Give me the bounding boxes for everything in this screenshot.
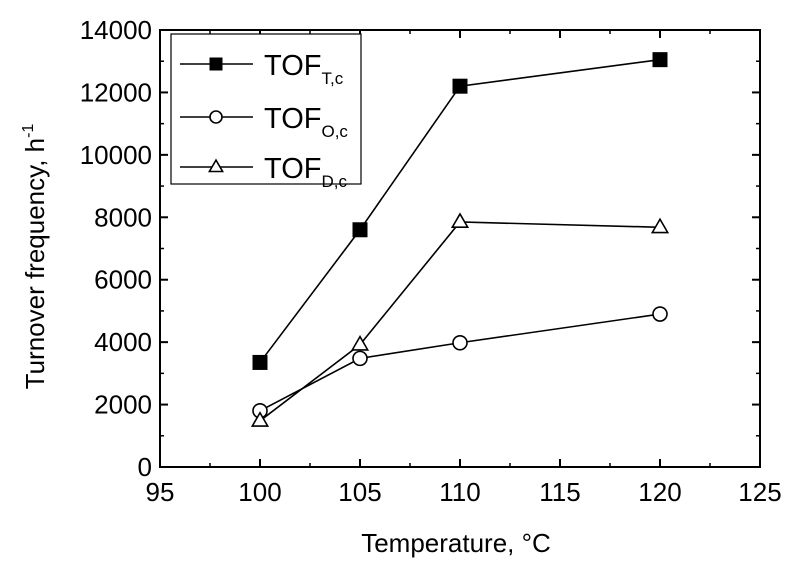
legend-marker <box>209 57 223 71</box>
legend-label: TOFD,c <box>264 153 347 191</box>
y-tick-label: 8000 <box>94 202 152 232</box>
data-point <box>450 212 470 229</box>
x-axis-title: Temperature, °C <box>361 528 551 558</box>
series-line-o-c <box>259 313 661 412</box>
x-tick-label: 100 <box>238 477 281 507</box>
y-axis-title-main: Turnover frequency, h <box>20 138 50 389</box>
y-tick-label: 6000 <box>94 265 152 295</box>
y-tick-label: 2000 <box>94 390 152 420</box>
x-tick-label: 115 <box>539 477 580 507</box>
legend-label-main: TOF <box>264 103 321 135</box>
legend-box <box>170 33 362 185</box>
x-tick-label: 110 <box>439 477 480 507</box>
legend-label: TOFO,c <box>264 103 348 141</box>
legend-label-main: TOF <box>264 50 321 82</box>
data-point <box>350 334 370 351</box>
data-point <box>252 354 268 370</box>
x-tick-label: 120 <box>638 477 681 507</box>
y-tick-label: 0 <box>138 452 152 482</box>
y-tick-label: 14000 <box>80 15 152 45</box>
series-line-t-c <box>259 58 661 363</box>
x-tick-label: 105 <box>338 477 381 507</box>
data-point <box>250 411 270 427</box>
legend-label-subscript: O,c <box>321 122 348 141</box>
legend-label-subscript: D,c <box>321 172 347 191</box>
x-tick-label: 95 <box>146 477 175 507</box>
data-point <box>452 334 468 351</box>
y-axis-title: Turnover frequency, h-1 <box>20 124 50 390</box>
series-line-d-c <box>259 221 661 422</box>
y-tick-label: 10000 <box>80 140 152 170</box>
data-point <box>352 350 368 367</box>
data-point <box>650 217 670 234</box>
legend-marker <box>209 110 223 124</box>
legend-label-main: TOF <box>264 153 321 185</box>
y-tick-label: 12000 <box>80 77 152 107</box>
data-point <box>652 306 668 322</box>
data-point <box>452 78 468 94</box>
data-point <box>352 222 368 238</box>
x-tick-label: 125 <box>738 477 781 507</box>
legend-marker <box>208 158 224 173</box>
data-point <box>652 52 668 68</box>
y-tick-label: 4000 <box>94 327 152 357</box>
plot-area: 95 100 105 110 115 120 125 0 2000 4000 6000 8000 100… <box>20 15 782 558</box>
y-axis-title-superscript: -1 <box>20 124 37 138</box>
legend-label: TOFT,c <box>264 50 344 88</box>
legend-label-subscript: T,c <box>321 69 343 88</box>
